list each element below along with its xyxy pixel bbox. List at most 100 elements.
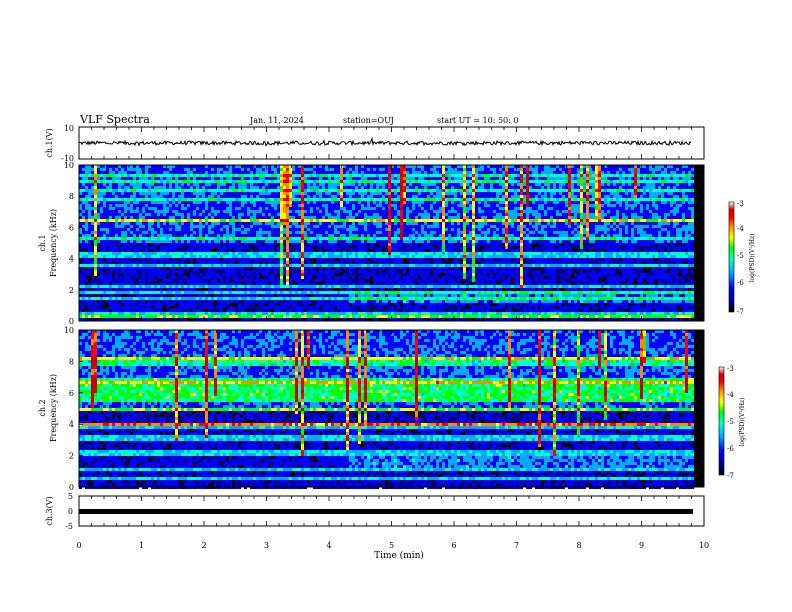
spectrogram-cell [130,171,133,174]
spectrogram-cell [199,165,202,168]
spectrogram-cell [319,246,322,249]
spectrogram-cell [124,228,127,231]
spectrogram-cell [124,174,127,177]
spectrogram-cell [226,246,229,249]
spectrogram-cell [301,315,304,318]
spectrogram-cell [343,174,346,177]
spectrogram-cell [256,279,259,282]
spectrogram-cell [94,300,97,303]
spectrogram-cell [328,222,331,225]
spectrogram-cell [163,258,166,261]
spectrogram-cell [202,192,205,195]
spectrogram-cell [202,318,205,321]
spectrogram-cell [187,201,190,204]
spectrogram-cell [136,201,139,204]
spectrogram-cell [322,165,325,168]
spectrogram-cell [220,180,223,183]
spectrogram-cell [94,186,97,189]
spectrogram-cell [172,315,175,318]
spectrogram-cell [250,300,253,303]
spectrogram-cell [130,204,133,207]
spectrogram-cell [97,291,100,294]
spectrogram-cell [343,282,346,285]
spectrogram-cell [136,318,139,321]
spectrogram-cell [355,201,358,204]
spectrogram-cell [160,204,163,207]
spectrogram-cell [235,237,238,240]
spectrogram-cell [205,228,208,231]
spectrogram-cell [346,267,349,270]
spectrogram-cell [343,180,346,183]
spectrogram-cell [214,312,217,315]
spectrogram-cell [376,207,379,210]
spectrogram-cell [118,315,121,318]
spectrogram-cell [328,315,331,318]
spectrogram-cell [295,225,298,228]
spectrogram-cell [280,279,283,282]
spectrogram-cell [148,225,151,228]
spectrogram-cell [304,315,307,318]
spectrogram-cell [313,306,316,309]
spectrogram-cell [154,201,157,204]
spectrogram-cell [172,279,175,282]
spectrogram-cell [121,195,124,198]
spectrogram-cell [136,315,139,318]
spectrogram-cell [373,219,376,222]
spectrogram-cell [94,213,97,216]
spectrogram-cell [202,294,205,297]
spectrogram-cell [106,171,109,174]
spectrogram-cell [175,312,178,315]
spectrogram-cell [226,174,229,177]
spectrogram-cell [211,285,214,288]
spectrogram-cell [355,210,358,213]
spectrogram-cell [220,228,223,231]
spectrogram-cell [313,297,316,300]
spectrogram-cell [304,300,307,303]
spectrogram-cell [235,255,238,258]
spectrogram-cell [97,267,100,270]
spectrogram-cell [319,216,322,219]
spectrogram-cell [208,219,211,222]
spectrogram-cell [151,237,154,240]
spectrogram-cell [169,201,172,204]
spectrogram-cell [130,276,133,279]
spectrogram-cell [79,168,82,171]
spectrogram-cell [82,315,85,318]
spectrogram-cell [316,213,319,216]
spectrogram-cell [130,228,133,231]
spectrogram-cell [163,312,166,315]
spectrogram-cell [277,309,280,312]
spectrogram-cell [328,312,331,315]
spectrogram-cell [295,198,298,201]
spectrogram-cell [244,186,247,189]
spectrogram-cell [367,273,370,276]
spectrogram-cell [160,237,163,240]
spectrogram-cell [250,216,253,219]
spectrogram-cell [256,282,259,285]
spectrogram-cell [376,264,379,267]
spectrogram-cell [358,300,361,303]
spectrogram-cell [313,219,316,222]
spectrogram-cell [79,267,82,270]
spectrogram-cell [349,231,352,234]
spectrogram-cell [289,282,292,285]
spectrogram-cell [106,288,109,291]
spectrogram-cell [82,210,85,213]
spectrogram-cell [184,171,187,174]
spectrogram-cell [256,207,259,210]
spectrogram-cell [169,252,172,255]
spectrogram-cell [346,282,349,285]
spectrogram-cell [160,297,163,300]
spectrogram-cell [112,207,115,210]
spectrogram-cell [94,174,97,177]
spectrogram-cell [238,201,241,204]
spectrogram-cell [274,186,277,189]
spectrogram-cell [241,204,244,207]
spectrogram-cell [262,225,265,228]
spectrogram-cell [148,312,151,315]
spectrogram-cell [370,189,373,192]
spectrogram-cell [262,294,265,297]
spectrogram-cell [244,195,247,198]
spectrogram-cell [256,183,259,186]
spectrogram-cell [280,165,283,168]
